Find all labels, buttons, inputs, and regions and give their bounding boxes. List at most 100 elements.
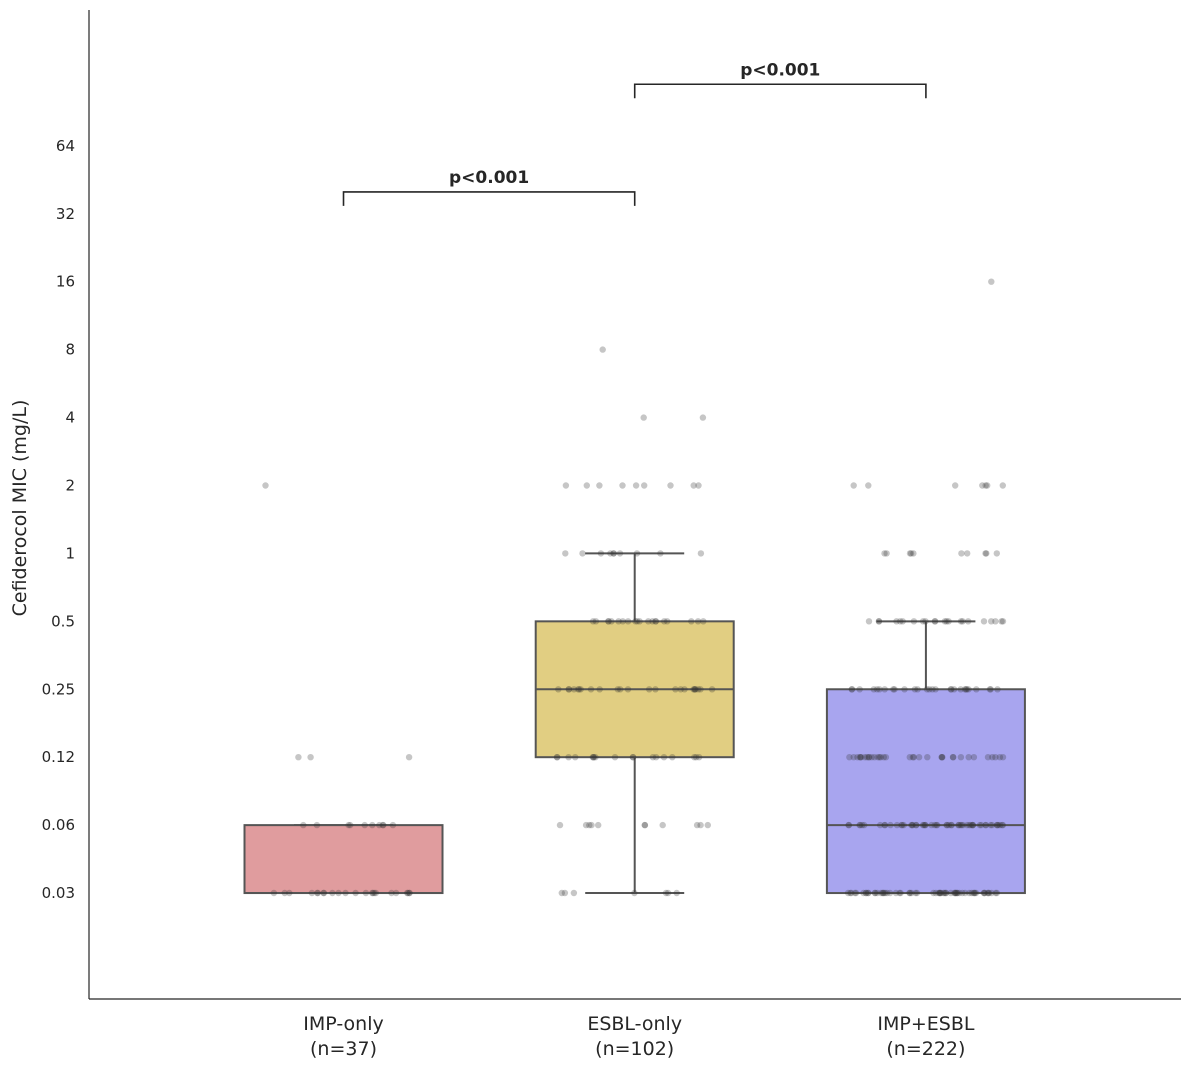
data-point bbox=[295, 754, 302, 761]
data-point bbox=[994, 821, 1001, 829]
data-point bbox=[610, 550, 617, 557]
x-category-n: (n=222) bbox=[886, 1038, 965, 1060]
data-point bbox=[565, 686, 572, 693]
data-point bbox=[562, 550, 569, 557]
data-point bbox=[633, 550, 641, 557]
data-point bbox=[938, 754, 945, 761]
data-point bbox=[661, 618, 668, 625]
data-point bbox=[969, 821, 977, 829]
data-point bbox=[931, 821, 938, 829]
data-point bbox=[873, 686, 881, 693]
data-point bbox=[865, 754, 873, 761]
data-point bbox=[868, 754, 875, 761]
data-point bbox=[404, 889, 411, 897]
data-point bbox=[691, 754, 698, 761]
data-point bbox=[973, 686, 980, 693]
data-point bbox=[876, 686, 883, 693]
data-point bbox=[999, 482, 1006, 489]
data-point bbox=[955, 821, 962, 829]
data-point bbox=[981, 889, 988, 897]
data-point bbox=[957, 821, 964, 829]
y-tick-label: 64 bbox=[56, 137, 75, 155]
data-point bbox=[949, 754, 957, 761]
data-point bbox=[959, 889, 966, 897]
data-point bbox=[649, 754, 657, 761]
data-point bbox=[907, 550, 915, 557]
data-point bbox=[988, 821, 996, 829]
y-tick-label: 0.03 bbox=[42, 884, 75, 902]
data-point bbox=[998, 618, 1005, 625]
data-point bbox=[909, 821, 916, 829]
data-point bbox=[699, 414, 707, 421]
data-point bbox=[984, 482, 991, 489]
data-point bbox=[964, 550, 971, 557]
data-point bbox=[616, 550, 624, 557]
data-point bbox=[672, 686, 679, 693]
data-point bbox=[879, 889, 887, 897]
data-point bbox=[389, 821, 397, 829]
data-point bbox=[660, 754, 668, 761]
data-point bbox=[629, 754, 637, 761]
data-point bbox=[605, 618, 612, 625]
data-point bbox=[887, 821, 894, 829]
data-point bbox=[963, 821, 971, 829]
data-point bbox=[850, 754, 857, 761]
data-point bbox=[988, 889, 995, 897]
data-point bbox=[610, 550, 617, 557]
data-point bbox=[693, 821, 701, 829]
data-point bbox=[948, 821, 955, 829]
data-point bbox=[262, 482, 269, 489]
data-point bbox=[899, 821, 906, 829]
data-point bbox=[281, 889, 288, 897]
data-point bbox=[994, 821, 1002, 829]
data-point bbox=[936, 889, 943, 897]
data-point bbox=[677, 686, 684, 693]
data-point bbox=[945, 618, 952, 625]
data-point bbox=[697, 821, 704, 829]
data-point bbox=[915, 754, 923, 761]
data-point bbox=[587, 686, 595, 693]
data-point bbox=[936, 889, 943, 897]
data-point bbox=[361, 821, 368, 829]
data-point bbox=[987, 821, 994, 829]
data-point bbox=[892, 889, 900, 897]
data-point bbox=[379, 821, 386, 829]
data-point bbox=[335, 889, 342, 897]
data-point bbox=[673, 889, 680, 897]
data-point bbox=[558, 889, 565, 897]
data-point bbox=[619, 618, 626, 625]
data-point bbox=[844, 889, 852, 897]
data-point bbox=[988, 278, 995, 285]
data-point bbox=[984, 754, 992, 761]
data-point bbox=[695, 686, 702, 693]
data-point bbox=[592, 618, 600, 625]
data-point bbox=[342, 889, 349, 897]
data-point bbox=[617, 686, 624, 693]
data-point bbox=[906, 889, 914, 897]
data-point bbox=[943, 821, 951, 829]
data-point bbox=[914, 686, 921, 693]
data-point bbox=[871, 754, 878, 761]
data-point bbox=[980, 618, 988, 625]
box bbox=[243, 824, 444, 895]
data-point bbox=[582, 821, 590, 829]
data-point bbox=[938, 754, 946, 761]
data-point bbox=[631, 889, 638, 897]
data-point bbox=[624, 686, 632, 693]
data-point bbox=[320, 889, 328, 897]
data-point bbox=[862, 889, 870, 897]
data-point bbox=[372, 889, 380, 897]
data-point bbox=[950, 754, 957, 761]
data-point bbox=[692, 686, 699, 693]
data-point bbox=[859, 821, 866, 829]
data-point bbox=[691, 686, 698, 693]
y-tick-label: 8 bbox=[65, 341, 75, 359]
data-point bbox=[891, 686, 898, 693]
data-point bbox=[979, 482, 986, 489]
data-point bbox=[971, 889, 978, 897]
data-point bbox=[388, 889, 395, 897]
data-point bbox=[865, 754, 872, 761]
data-point bbox=[851, 889, 859, 897]
y-tick-label: 0.25 bbox=[42, 680, 75, 698]
